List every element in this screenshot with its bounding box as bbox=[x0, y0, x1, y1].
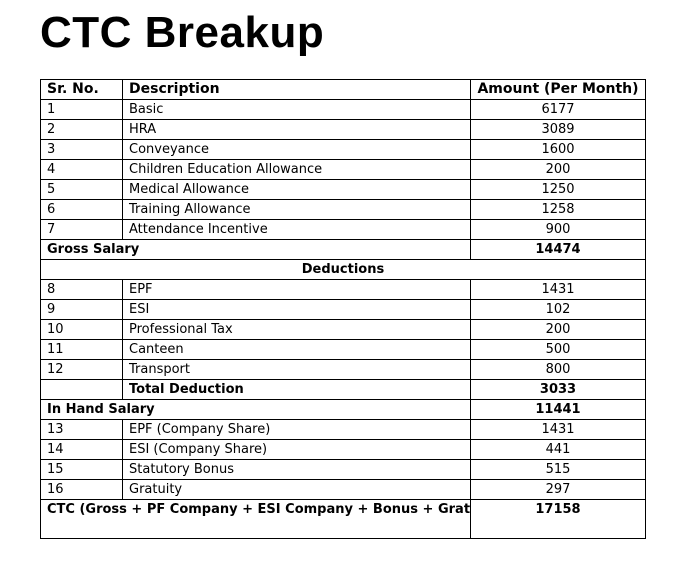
amount: 3089 bbox=[470, 119, 646, 140]
amount: 200 bbox=[470, 319, 646, 340]
description: Children Education Allowance bbox=[122, 159, 471, 180]
amount: 1431 bbox=[470, 279, 646, 300]
ctc-table: Sr. No. Description Amount (Per Month) 1… bbox=[40, 79, 646, 539]
amount: 6177 bbox=[470, 99, 646, 120]
serial-number: 14 bbox=[40, 439, 123, 460]
serial-number: 6 bbox=[40, 199, 123, 220]
amount: 441 bbox=[470, 439, 646, 460]
serial-number: 7 bbox=[40, 219, 123, 240]
total-amount: 3033 bbox=[470, 379, 646, 400]
summary-amount: 17158 bbox=[470, 499, 646, 539]
serial-number: 2 bbox=[40, 119, 123, 140]
description: EPF bbox=[122, 279, 471, 300]
table-row: 1 Basic 6177 bbox=[40, 99, 646, 120]
description: Attendance Incentive bbox=[122, 219, 471, 240]
summary-label: CTC (Gross + PF Company + ESI Company + … bbox=[40, 499, 471, 539]
table-row: 13 EPF (Company Share) 1431 bbox=[40, 419, 646, 440]
serial-number: 1 bbox=[40, 99, 123, 120]
table-row: 6 Training Allowance 1258 bbox=[40, 199, 646, 220]
table-body: 1 Basic 6177 2 HRA 3089 3 Conveyance 1600 4 Childr… bbox=[40, 99, 646, 539]
table-row: 15 Statutory Bonus 515 bbox=[40, 459, 646, 480]
table-row: 3 Conveyance 1600 bbox=[40, 139, 646, 160]
table-row: 8 EPF 1431 bbox=[40, 279, 646, 300]
description: Medical Allowance bbox=[122, 179, 471, 200]
table-row: Deductions bbox=[40, 259, 646, 280]
table-row: 2 HRA 3089 bbox=[40, 119, 646, 140]
description: ESI (Company Share) bbox=[122, 439, 471, 460]
table-row: 16 Gratuity 297 bbox=[40, 479, 646, 500]
description: Professional Tax bbox=[122, 319, 471, 340]
header-cell: Amount (Per Month) bbox=[470, 79, 646, 100]
description: Statutory Bonus bbox=[122, 459, 471, 480]
table-row: 11 Canteen 500 bbox=[40, 339, 646, 360]
amount: 102 bbox=[470, 299, 646, 320]
header-row: Sr. No. Description Amount (Per Month) bbox=[40, 79, 646, 100]
serial-number: 11 bbox=[40, 339, 123, 360]
table-row: 9 ESI 102 bbox=[40, 299, 646, 320]
amount: 297 bbox=[470, 479, 646, 500]
serial-number: 16 bbox=[40, 479, 123, 500]
empty-cell bbox=[40, 379, 123, 400]
total-label: Total Deduction bbox=[122, 379, 471, 400]
summary-amount: 11441 bbox=[470, 399, 646, 420]
summary-label: In Hand Salary bbox=[40, 399, 471, 420]
table-row: CTC (Gross + PF Company + ESI Company + … bbox=[40, 499, 646, 539]
serial-number: 15 bbox=[40, 459, 123, 480]
serial-number: 9 bbox=[40, 299, 123, 320]
serial-number: 4 bbox=[40, 159, 123, 180]
amount: 800 bbox=[470, 359, 646, 380]
description: Training Allowance bbox=[122, 199, 471, 220]
header-cell: Description bbox=[122, 79, 471, 100]
serial-number: 13 bbox=[40, 419, 123, 440]
table-row: 14 ESI (Company Share) 441 bbox=[40, 439, 646, 460]
table-row: 10 Professional Tax 200 bbox=[40, 319, 646, 340]
serial-number: 5 bbox=[40, 179, 123, 200]
description: EPF (Company Share) bbox=[122, 419, 471, 440]
page-title: CTC Breakup bbox=[40, 8, 325, 57]
amount: 1258 bbox=[470, 199, 646, 220]
description: HRA bbox=[122, 119, 471, 140]
description: Canteen bbox=[122, 339, 471, 360]
description: Conveyance bbox=[122, 139, 471, 160]
amount: 900 bbox=[470, 219, 646, 240]
amount: 1431 bbox=[470, 419, 646, 440]
section-heading: Deductions bbox=[40, 259, 646, 280]
table-row: Total Deduction 3033 bbox=[40, 379, 646, 400]
summary-amount: 14474 bbox=[470, 239, 646, 260]
serial-number: 12 bbox=[40, 359, 123, 380]
table-row: 5 Medical Allowance 1250 bbox=[40, 179, 646, 200]
description: Basic bbox=[122, 99, 471, 120]
amount: 500 bbox=[470, 339, 646, 360]
amount: 515 bbox=[470, 459, 646, 480]
serial-number: 10 bbox=[40, 319, 123, 340]
table-row: 4 Children Education Allowance 200 bbox=[40, 159, 646, 180]
description: Gratuity bbox=[122, 479, 471, 500]
amount: 1250 bbox=[470, 179, 646, 200]
table-row: Gross Salary 14474 bbox=[40, 239, 646, 260]
table-row: In Hand Salary 11441 bbox=[40, 399, 646, 420]
serial-number: 8 bbox=[40, 279, 123, 300]
header-cell: Sr. No. bbox=[40, 79, 123, 100]
amount: 200 bbox=[470, 159, 646, 180]
description: Transport bbox=[122, 359, 471, 380]
table-row: 7 Attendance Incentive 900 bbox=[40, 219, 646, 240]
description: ESI bbox=[122, 299, 471, 320]
table-row: 12 Transport 800 bbox=[40, 359, 646, 380]
serial-number: 3 bbox=[40, 139, 123, 160]
summary-label: Gross Salary bbox=[40, 239, 471, 260]
amount: 1600 bbox=[470, 139, 646, 160]
